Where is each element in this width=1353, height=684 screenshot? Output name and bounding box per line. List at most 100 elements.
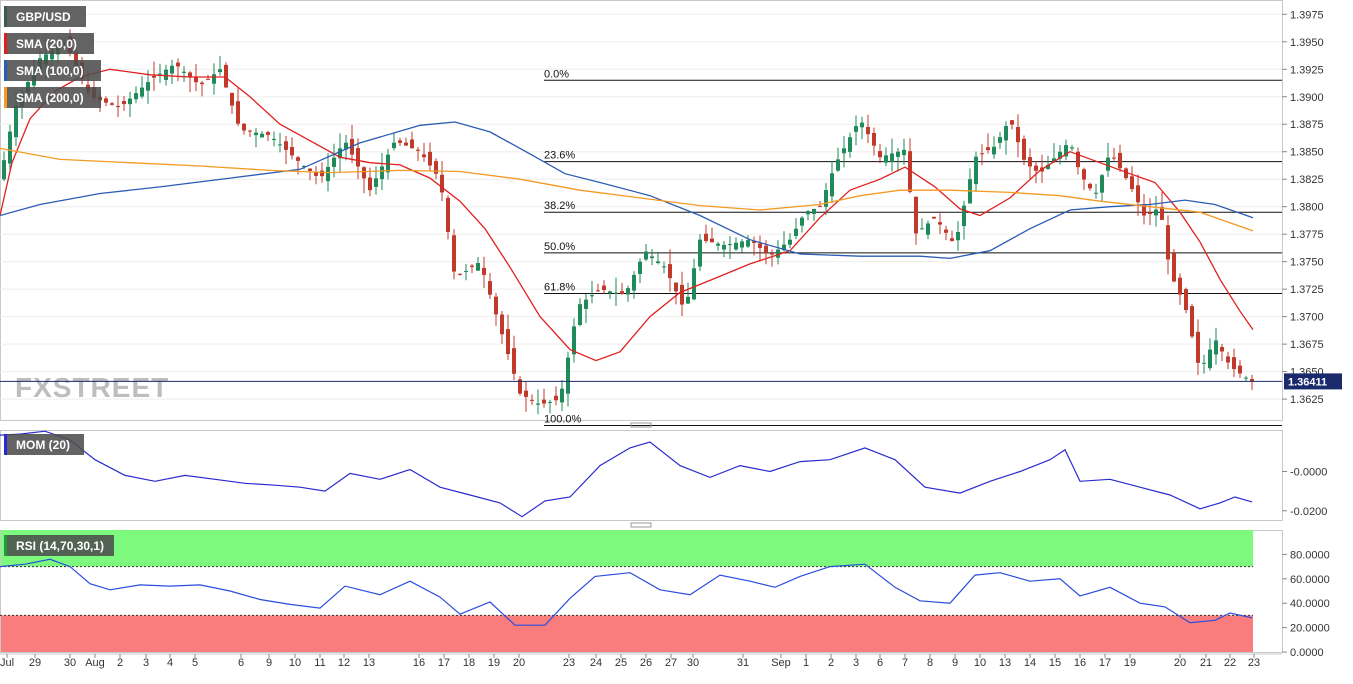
candle-body bbox=[722, 244, 726, 250]
candle-body bbox=[764, 245, 768, 253]
candle-body bbox=[1052, 158, 1056, 162]
x-tick-label: 7 bbox=[902, 657, 908, 669]
candle-body bbox=[356, 148, 360, 167]
candle-body bbox=[518, 379, 522, 394]
y-tick-label: 1.3925 bbox=[1290, 64, 1324, 76]
price-panel: 1.36251.36501.36751.37001.37251.37501.37… bbox=[0, 0, 1342, 428]
candle-body bbox=[50, 50, 54, 60]
candle-body bbox=[806, 211, 810, 215]
candle-body bbox=[374, 178, 378, 187]
candle-body bbox=[260, 133, 264, 138]
x-tick-label: 20 bbox=[513, 657, 525, 669]
x-tick-label: 29 bbox=[29, 657, 41, 669]
candle-body bbox=[410, 139, 414, 149]
candle-body bbox=[632, 274, 636, 291]
candle-body bbox=[1124, 168, 1128, 179]
candle-body bbox=[176, 62, 180, 67]
candle-body bbox=[572, 326, 576, 355]
candle-body bbox=[122, 101, 126, 105]
candle-body bbox=[560, 388, 564, 403]
candle-body bbox=[1112, 157, 1116, 159]
candle-body bbox=[368, 177, 372, 191]
candle-body bbox=[434, 161, 438, 174]
overbought-band bbox=[1, 530, 1253, 567]
candle-body bbox=[1130, 176, 1134, 190]
candle-body bbox=[1028, 157, 1032, 167]
candle-body bbox=[812, 208, 816, 214]
candle-body bbox=[548, 401, 552, 403]
candle-body bbox=[206, 78, 210, 80]
candle-body bbox=[794, 228, 798, 236]
legend-sma200-label: SMA (200,0) bbox=[16, 91, 84, 105]
y-tick-label: 1.3875 bbox=[1290, 119, 1324, 131]
legend-rsi-swatch bbox=[4, 535, 7, 556]
candle-body bbox=[896, 151, 900, 157]
candle-body bbox=[1202, 362, 1206, 364]
candle-body bbox=[1016, 127, 1020, 143]
momentum-line bbox=[0, 430, 1253, 518]
x-tick-label: 8 bbox=[927, 657, 933, 669]
candle-body bbox=[728, 244, 732, 246]
fib-label: 50.0% bbox=[544, 241, 575, 253]
candle-body bbox=[974, 156, 978, 185]
candle-body bbox=[554, 395, 558, 401]
legend-sma200-swatch bbox=[4, 87, 7, 108]
candle-body bbox=[1058, 151, 1062, 159]
y-tick-label: 1.3725 bbox=[1290, 284, 1324, 296]
legend-gbpusd-label: GBP/USD bbox=[16, 10, 71, 24]
x-tick-label: 19 bbox=[488, 657, 500, 669]
candle-body bbox=[152, 75, 156, 78]
fib-label: 100.0% bbox=[544, 413, 582, 425]
candle-body bbox=[1208, 349, 1212, 369]
candle-body bbox=[932, 216, 936, 219]
candle-body bbox=[182, 71, 186, 73]
candle-body bbox=[1196, 331, 1200, 363]
sma-100-line bbox=[0, 121, 1254, 260]
candle-body bbox=[602, 285, 606, 291]
x-tick-label: 9 bbox=[952, 657, 958, 669]
candle-body bbox=[470, 265, 474, 267]
x-tick-label: 25 bbox=[615, 657, 627, 669]
x-tick-label: 24 bbox=[590, 657, 602, 669]
y-tick-label: -0.0000 bbox=[1290, 466, 1327, 478]
candle-body bbox=[74, 52, 78, 66]
candle-body bbox=[128, 98, 132, 105]
candle-body bbox=[1220, 347, 1224, 352]
candle-body bbox=[1226, 356, 1230, 363]
candle-body bbox=[392, 142, 396, 149]
y-tick-label: 1.3975 bbox=[1290, 9, 1324, 21]
candle-body bbox=[380, 166, 384, 180]
y-tick-label: -0.0200 bbox=[1290, 506, 1327, 518]
panel-frame bbox=[0, 0, 1283, 421]
panel-resize-handle bbox=[630, 522, 652, 528]
legend-sma20-box bbox=[4, 33, 94, 54]
candle-body bbox=[236, 101, 240, 124]
x-tick-label: 22 bbox=[1224, 657, 1236, 669]
candle-body bbox=[500, 314, 504, 335]
candle-body bbox=[758, 243, 762, 248]
candle-body bbox=[926, 223, 930, 235]
momentum-panel: -0.0000 -0.0200 MOM (20) bbox=[0, 430, 1327, 528]
candle-body bbox=[218, 69, 222, 73]
candle-body bbox=[284, 141, 288, 150]
y-tick-label: 40.0000 bbox=[1290, 598, 1330, 610]
candle-body bbox=[716, 243, 720, 246]
candle-body bbox=[746, 240, 750, 247]
legend-momentum-box bbox=[4, 434, 84, 455]
candle-body bbox=[890, 153, 894, 162]
x-tick-label: 3 bbox=[853, 657, 859, 669]
candle-body bbox=[662, 266, 666, 268]
candle-body bbox=[1238, 365, 1242, 374]
candle-body bbox=[914, 196, 918, 234]
x-tick-label: 13 bbox=[363, 657, 375, 669]
candle-body bbox=[1010, 120, 1014, 125]
x-tick-label: 21 bbox=[1200, 657, 1212, 669]
candlesticks bbox=[2, 29, 1254, 415]
candle-body bbox=[200, 82, 204, 85]
panel-resize-handle bbox=[630, 422, 652, 428]
candle-body bbox=[1088, 183, 1092, 189]
legend-sma100-label: SMA (100,0) bbox=[16, 64, 84, 78]
oversold-band bbox=[1, 615, 1253, 652]
fib-label: 23.6% bbox=[544, 150, 575, 162]
